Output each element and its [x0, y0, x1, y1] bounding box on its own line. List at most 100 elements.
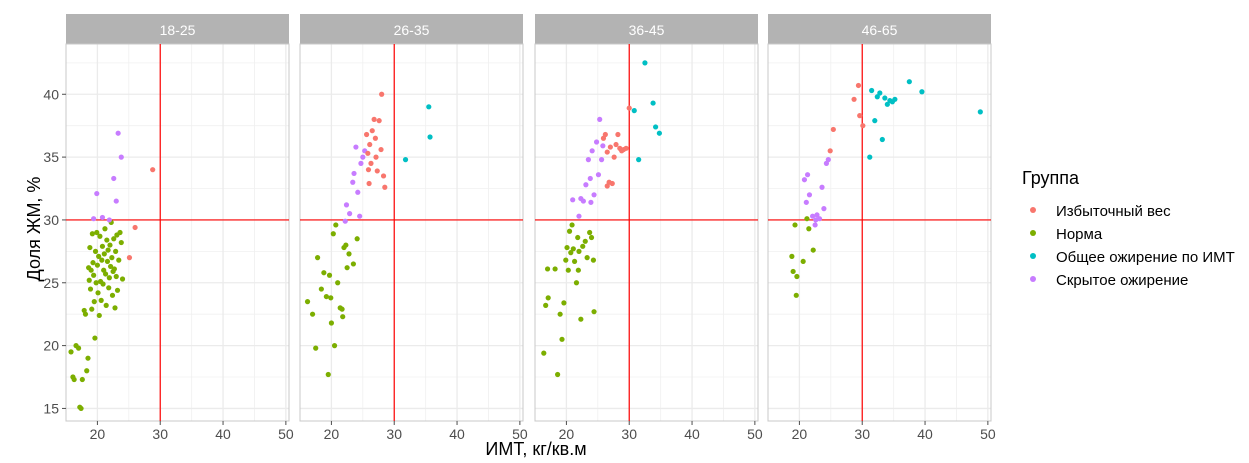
y-axis-title: Доля ЖМ, % — [24, 177, 44, 282]
data-point — [360, 154, 366, 160]
y-tick-label: 15 — [43, 400, 59, 416]
data-point — [570, 246, 576, 252]
data-point — [580, 243, 586, 249]
data-point — [613, 141, 619, 148]
x-tick-label: 50 — [278, 426, 294, 442]
y-tick-label: 40 — [43, 86, 59, 102]
data-point — [379, 91, 385, 97]
data-point — [543, 302, 549, 308]
data-point — [653, 124, 659, 130]
data-point — [591, 309, 597, 315]
data-point — [365, 150, 371, 156]
data-point — [789, 253, 795, 259]
data-point — [426, 104, 432, 110]
data-point — [346, 251, 352, 257]
data-point — [855, 82, 862, 89]
data-point — [91, 272, 97, 278]
panel-26-35: 26-35 20 30 40 50 — [299, 14, 528, 442]
data-point — [575, 267, 581, 273]
data-point — [354, 236, 360, 242]
data-point — [376, 118, 382, 124]
data-point — [366, 180, 372, 187]
data-point — [812, 222, 818, 228]
data-point — [94, 262, 101, 268]
data-point — [559, 336, 565, 342]
data-point — [107, 242, 113, 248]
data-point — [126, 255, 133, 261]
data-point — [588, 199, 594, 205]
data-point — [365, 167, 372, 173]
data-point — [371, 116, 377, 122]
panel-border — [534, 43, 759, 422]
data-point — [98, 297, 104, 303]
data-point — [357, 213, 363, 219]
data-point — [874, 94, 880, 100]
data-point — [609, 180, 615, 187]
data-point — [623, 145, 629, 151]
x-tick-label: 40 — [449, 426, 465, 442]
data-point — [566, 228, 573, 234]
data-point — [372, 135, 378, 141]
data-point — [573, 280, 580, 286]
facet-strip — [66, 14, 289, 44]
data-point — [794, 273, 800, 280]
data-point — [309, 311, 316, 317]
facet-strip-label: 36-45 — [629, 22, 665, 38]
data-point — [106, 285, 112, 291]
data-point — [106, 275, 112, 281]
data-point — [84, 368, 90, 374]
data-point — [810, 247, 816, 253]
data-point — [374, 168, 380, 174]
data-point — [328, 295, 334, 301]
data-point — [879, 136, 885, 143]
data-point — [642, 60, 648, 66]
data-point — [102, 271, 109, 277]
y-tick-label: 25 — [43, 275, 59, 291]
data-point — [321, 270, 327, 276]
panel-46-65: 46-65 20 30 40 50 — [767, 14, 996, 442]
data-point — [813, 217, 819, 223]
legend-key — [1030, 230, 1036, 236]
data-point — [803, 199, 809, 205]
panel-border — [65, 43, 290, 422]
facet-strip — [768, 14, 991, 44]
data-point — [113, 198, 119, 204]
data-point — [583, 182, 589, 188]
data-point — [304, 299, 311, 305]
data-point — [380, 173, 387, 179]
facet-strip — [300, 14, 523, 44]
data-point — [800, 258, 806, 265]
data-point — [591, 192, 597, 198]
data-point — [347, 211, 353, 217]
data-point — [825, 157, 831, 163]
facet-strip-label: 26-35 — [394, 22, 430, 38]
data-point — [109, 292, 116, 298]
data-point — [570, 197, 576, 203]
data-point — [101, 251, 107, 257]
data-point — [92, 335, 98, 341]
x-tick-label: 50 — [747, 426, 763, 442]
data-point — [373, 154, 379, 160]
data-point — [827, 148, 833, 154]
data-point — [78, 405, 84, 412]
data-point — [790, 268, 796, 275]
data-point — [607, 144, 613, 150]
legend-label: Общее ожирение по ИМТ — [1056, 249, 1235, 266]
data-point — [792, 222, 798, 228]
data-point — [857, 113, 863, 119]
x-tick-label: 20 — [792, 426, 808, 442]
data-point — [402, 157, 409, 163]
data-point — [569, 222, 575, 228]
data-point — [561, 300, 567, 306]
data-point — [104, 237, 110, 243]
x-tick-label: 40 — [684, 426, 700, 442]
data-point — [342, 218, 348, 224]
x-tick-label: 30 — [386, 426, 402, 442]
data-point — [872, 118, 878, 124]
data-point — [806, 192, 813, 198]
data-point — [869, 87, 875, 94]
data-point — [116, 257, 122, 263]
legend-label: Норма — [1056, 226, 1103, 243]
data-point — [589, 148, 595, 154]
data-point — [71, 376, 77, 383]
